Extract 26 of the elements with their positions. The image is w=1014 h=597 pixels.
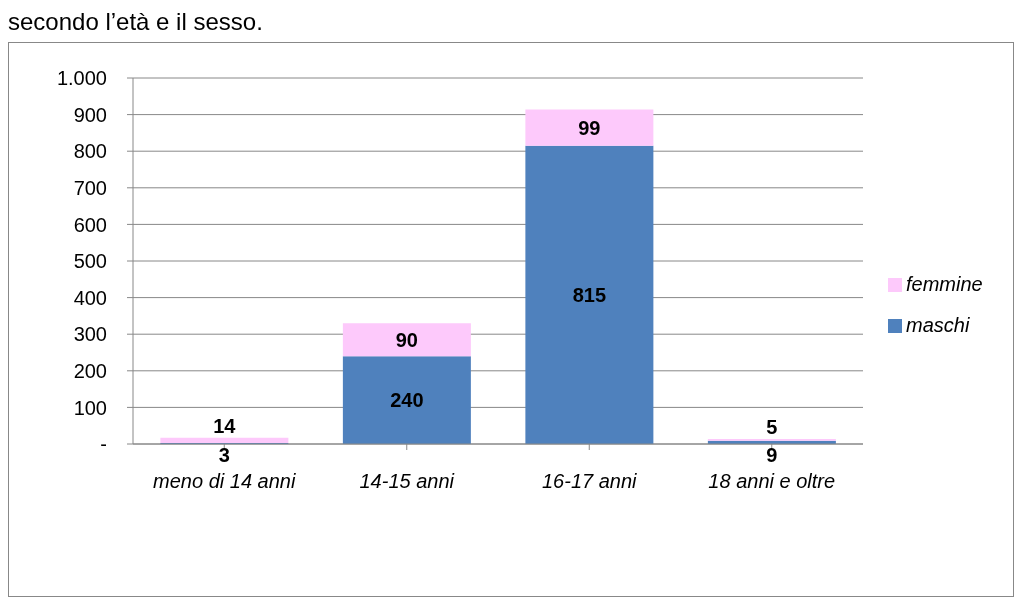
y-tick-label: 500 xyxy=(73,250,107,273)
data-label: 3 xyxy=(218,444,230,466)
data-label: 9 xyxy=(766,444,778,466)
y-tick-label: 1.000 xyxy=(56,67,107,90)
y-tick-label: 900 xyxy=(73,103,107,126)
data-label: 5 xyxy=(766,415,778,438)
x-tick-label: 18 anni e oltre xyxy=(708,470,836,493)
y-tick-label: 200 xyxy=(73,359,107,382)
data-label: 90 xyxy=(395,328,418,351)
legend-label: femmine xyxy=(906,273,983,296)
data-label: 240 xyxy=(390,389,424,412)
data-label: 14 xyxy=(213,414,237,437)
y-tick-label: 400 xyxy=(73,286,107,309)
y-tick-label: 700 xyxy=(73,176,107,199)
legend-label: maschi xyxy=(906,314,970,337)
data-label: 815 xyxy=(572,283,607,306)
y-tick-label: - xyxy=(100,433,107,456)
x-tick-label: 14-15 anni xyxy=(359,470,455,493)
y-tick-label: 800 xyxy=(73,140,107,163)
x-tick-label: 16-17 anni xyxy=(541,470,638,493)
y-tick-label: 300 xyxy=(73,323,107,346)
y-tick-label: 600 xyxy=(73,213,107,236)
chart-title: secondo l’età e il sesso. xyxy=(8,8,263,36)
y-tick-label: 100 xyxy=(73,396,107,419)
data-label: 99 xyxy=(578,116,601,139)
x-tick-label: meno di 14 anni xyxy=(153,470,296,493)
